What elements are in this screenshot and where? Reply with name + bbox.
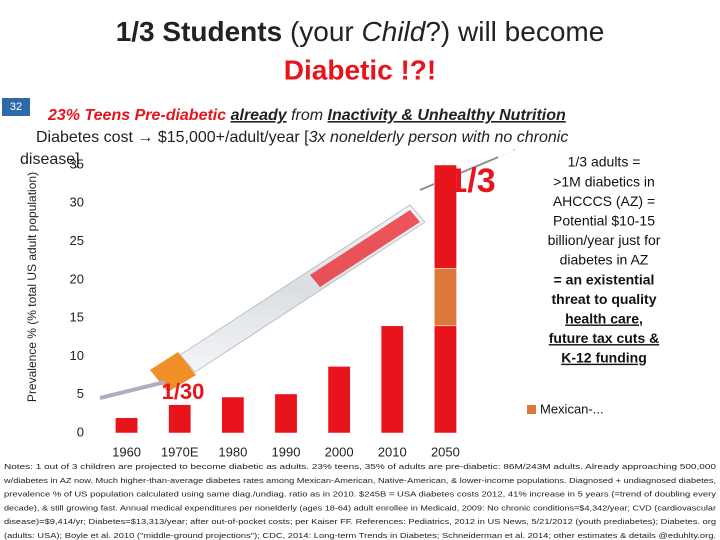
notes: Notes: 1 out of 3 children are projected… bbox=[3, 462, 717, 540]
side-box bbox=[498, 150, 718, 382]
y-tick-label: 35 bbox=[70, 156, 84, 171]
y-tick-label: 0 bbox=[77, 424, 84, 439]
side-line: threat to quality bbox=[551, 291, 656, 307]
legend-swatch bbox=[527, 405, 536, 414]
x-tick-label: 2000 bbox=[325, 444, 354, 459]
side-line: billion/year just for bbox=[548, 232, 661, 248]
annotation: 1/3 bbox=[448, 162, 495, 200]
bar bbox=[327, 366, 351, 434]
side-line: health care, bbox=[565, 311, 643, 327]
x-tick-label: 2050 bbox=[431, 444, 460, 459]
y-tick-label: 15 bbox=[70, 310, 84, 325]
x-tick-label: 1990 bbox=[272, 444, 301, 459]
y-tick-label: 10 bbox=[70, 348, 84, 363]
title-part: 1/3 Students bbox=[116, 16, 282, 47]
subtitle-part: Diabetes cost → $15,000+/adult/year bbox=[36, 129, 300, 146]
annotation: 1/30 bbox=[162, 379, 205, 404]
side-line: Potential $10-15 bbox=[553, 213, 655, 229]
legend-label: Mexican-... bbox=[540, 401, 604, 416]
x-tick-label: 2010 bbox=[378, 444, 407, 459]
slide-number-bg bbox=[2, 98, 30, 116]
side-line: 1/3 adults = bbox=[568, 154, 641, 170]
y-axis-label: Prevalence % (% total US adult populatio… bbox=[25, 172, 39, 402]
note-line: (adults: USA); Boyle et al. 2010 ("middl… bbox=[4, 531, 716, 540]
title-part: ?) will become bbox=[425, 16, 604, 47]
bar bbox=[221, 396, 245, 434]
y-tick-label: 30 bbox=[70, 195, 84, 210]
subtitle-line: 23% Teens Pre-diabetic already from Inac… bbox=[47, 107, 566, 124]
title-part: Child bbox=[362, 16, 427, 47]
subtitle-part: 3x nonelderly person with no chronic bbox=[309, 129, 569, 146]
side-line: >1M diabetics in bbox=[553, 173, 655, 189]
y-tick-label: 20 bbox=[70, 271, 84, 286]
note-line: disease)=$9,414/yr; Diabetes=$13,313/yea… bbox=[4, 517, 716, 526]
note-line: prevalence % of US population calculated… bbox=[4, 490, 716, 499]
side-line: diabetes in AZ bbox=[560, 252, 649, 268]
side-line: future tax cuts & bbox=[549, 330, 659, 346]
side-text: 1/3 adults = >1M diabetics in AHCCCS (AZ) … bbox=[548, 154, 661, 366]
side-line: = an existential bbox=[554, 271, 655, 287]
x-tick-label: 1960 bbox=[112, 444, 141, 459]
slide-number: 32 bbox=[10, 101, 22, 113]
side-line: AHCCCS (AZ) = bbox=[553, 193, 655, 209]
subtitle-line: Diabetes cost → $15,000+/adult/year [3x … bbox=[36, 129, 568, 146]
note-line: decade), & still growing fast. Annual me… bbox=[4, 503, 717, 512]
y-tick-label: 5 bbox=[77, 386, 84, 401]
bar bbox=[168, 404, 192, 434]
bar bbox=[434, 164, 457, 269]
title-part: (your bbox=[282, 16, 361, 47]
subtitle-part: 23% Teens Pre-diabetic bbox=[47, 107, 231, 124]
bar bbox=[434, 268, 457, 327]
subtitle-part: Inactivity & Unhealthy Nutrition bbox=[328, 107, 566, 124]
bar bbox=[274, 393, 298, 434]
bar bbox=[115, 417, 138, 434]
note-line: w/diabetes in AZ now. Much higher-than-a… bbox=[3, 476, 716, 485]
side-line: K-12 funding bbox=[561, 350, 647, 366]
subtitle-part: from bbox=[287, 107, 328, 124]
subtitle-part: already bbox=[231, 107, 288, 124]
title-line: Diabetic !?! bbox=[284, 54, 436, 85]
bar bbox=[434, 325, 457, 434]
title-line: 1/3 Students (your Child?) will become bbox=[116, 16, 605, 47]
note-line: Notes: 1 out of 3 children are projected… bbox=[4, 462, 716, 471]
subtitle-line: disease] bbox=[20, 151, 80, 168]
y-tick-label: 25 bbox=[70, 233, 84, 248]
bar bbox=[380, 325, 404, 434]
x-tick-label: 1970E bbox=[161, 444, 199, 459]
subtitle-part: [ bbox=[300, 129, 309, 146]
x-tick-label: 1980 bbox=[218, 444, 247, 459]
